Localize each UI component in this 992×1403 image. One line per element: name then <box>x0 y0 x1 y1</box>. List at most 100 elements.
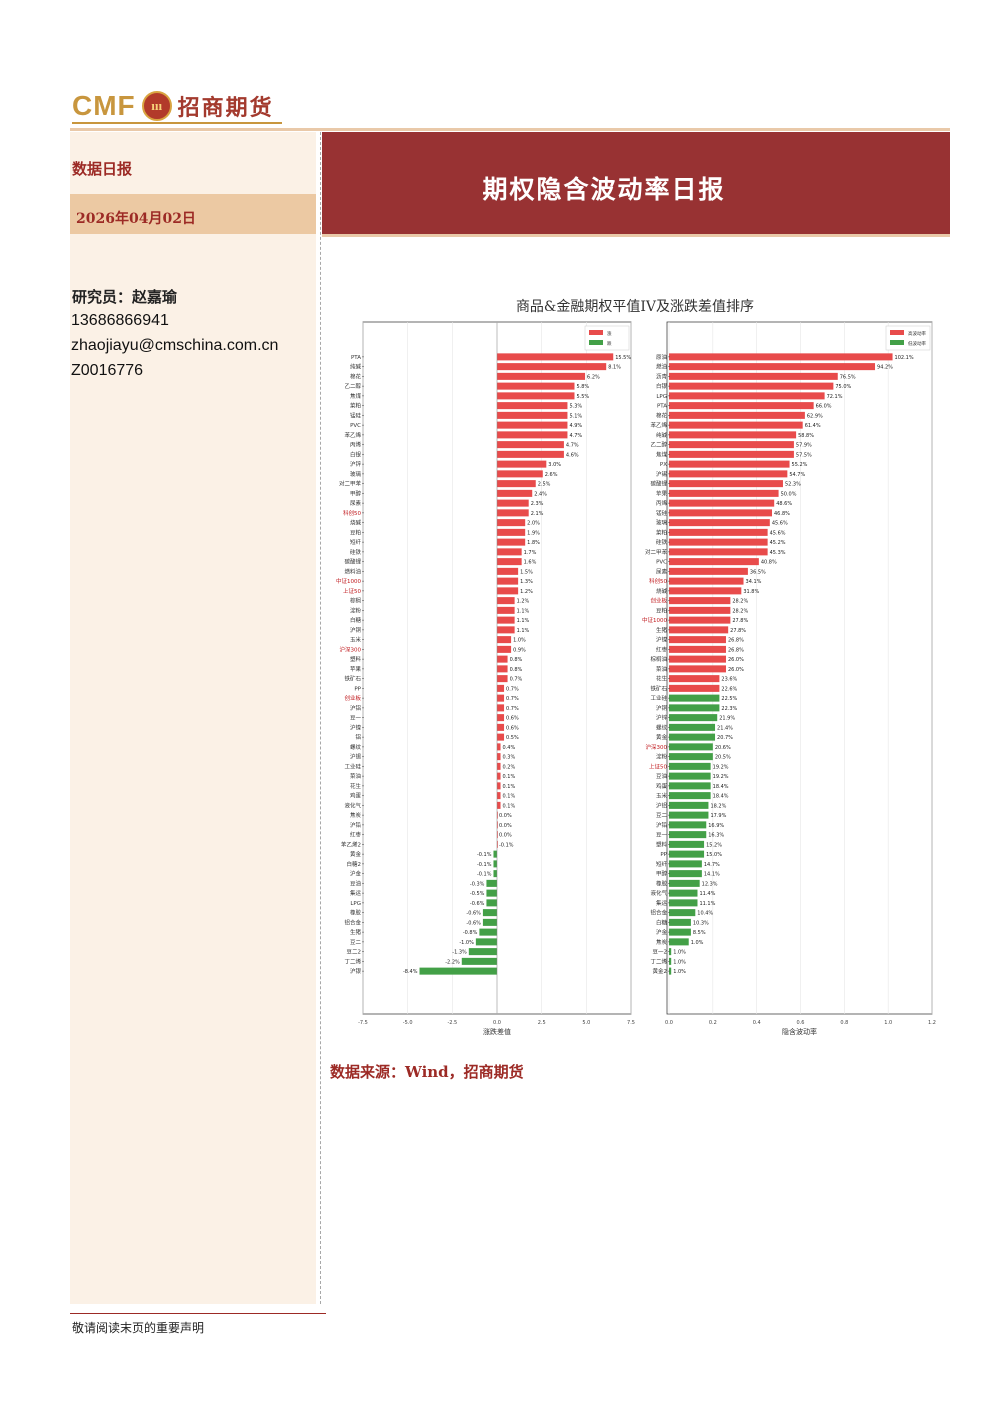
category-label-0-40: 螺纹 <box>350 743 362 751</box>
data-label-1-34: 22.6% <box>721 686 737 692</box>
data-label-1-46: 18.2% <box>710 803 726 809</box>
category-label-1-30: 红枣 <box>656 645 668 653</box>
bar-1-0 <box>669 353 893 361</box>
category-label-0-9: 丙烯 <box>350 441 362 449</box>
data-label-1-28: 27.8% <box>730 628 746 634</box>
bar-1-61 <box>669 948 672 956</box>
data-source: 数据来源：Wind，招商期货 <box>330 1063 524 1081</box>
data-label-1-14: 50.0% <box>781 491 797 497</box>
data-label-1-4: 72.1% <box>827 394 843 400</box>
category-label-1-50: 塑料 <box>656 840 668 848</box>
bar-1-47 <box>669 811 709 819</box>
category-label-0-1: 纯碱 <box>350 363 362 371</box>
category-label-0-8: 苯乙烯 <box>344 431 361 439</box>
bar-0-62 <box>461 957 497 965</box>
category-label-1-56: 集运 <box>656 899 668 907</box>
category-label-1-28: 生猪 <box>656 626 668 634</box>
category-label-0-12: 玻璃 <box>350 470 362 478</box>
x-tick-label-0-4: 2.5 <box>538 1020 546 1026</box>
x-tick-label-1-3: 0.6 <box>797 1020 805 1026</box>
bar-0-34 <box>497 684 505 692</box>
category-label-1-61: 豆一2 <box>653 949 668 956</box>
category-label-1-45: 玉米 <box>656 792 668 800</box>
data-label-0-26: 1.1% <box>517 608 530 614</box>
data-label-0-61: -1.3% <box>452 950 467 956</box>
bar-0-16 <box>497 509 529 517</box>
data-label-1-38: 21.4% <box>717 725 733 731</box>
category-label-0-41: 沪锡 <box>350 753 362 761</box>
bar-1-53 <box>669 870 702 878</box>
date-bar <box>70 194 316 234</box>
bar-1-35 <box>669 694 720 702</box>
category-label-0-15: 尿素 <box>350 499 362 507</box>
bar-0-31 <box>497 655 508 663</box>
category-label-1-58: 白糖 <box>656 918 668 926</box>
category-label-0-53: 沪金 <box>350 870 362 878</box>
bar-1-19 <box>669 538 768 546</box>
category-label-1-33: 花生 <box>656 675 668 683</box>
bar-0-3 <box>497 382 575 390</box>
x-axis-label-0: 涨跌差值 <box>483 1027 511 1036</box>
data-label-0-31: 0.8% <box>510 657 523 663</box>
bar-1-51 <box>669 850 705 858</box>
x-tick-label-1-6: 1.2 <box>928 1020 936 1026</box>
data-label-0-63: -8.4% <box>403 969 418 975</box>
category-label-1-55: 液化气 <box>650 889 667 897</box>
category-label-0-7: PVC <box>350 423 361 429</box>
category-label-0-60: 豆二 <box>350 939 362 946</box>
data-label-1-40: 20.6% <box>715 745 731 751</box>
category-label-1-10: 焦煤 <box>656 450 668 458</box>
data-label-0-49: 0.0% <box>499 833 512 839</box>
bar-0-10 <box>497 450 564 458</box>
report-title: 期权隐含波动率日报 <box>482 175 726 204</box>
data-label-1-51: 15.0% <box>706 852 722 858</box>
category-label-1-25: 创业板 <box>650 597 667 605</box>
bar-1-14 <box>669 489 779 497</box>
category-label-0-61: 豆二2 <box>347 949 362 956</box>
data-label-1-41: 20.5% <box>715 755 731 761</box>
bar-1-15 <box>669 499 775 507</box>
data-label-1-37: 21.9% <box>719 716 735 722</box>
category-label-1-3: 白银 <box>656 382 668 390</box>
bar-1-20 <box>669 548 768 556</box>
data-label-0-19: 1.8% <box>527 540 540 546</box>
category-label-1-29: 沪镍 <box>656 636 668 644</box>
data-label-1-13: 52.3% <box>785 482 801 488</box>
data-label-1-22: 36.5% <box>750 569 766 575</box>
bar-0-25 <box>497 597 515 605</box>
category-label-1-60: 焦炭 <box>656 938 668 946</box>
category-label-1-41: 淀粉 <box>656 753 668 761</box>
category-label-0-5: 菜粕 <box>350 402 361 410</box>
data-label-1-0: 102.1% <box>895 355 914 361</box>
bar-0-40 <box>497 743 501 751</box>
x-tick-label-1-1: 0.2 <box>709 1020 717 1026</box>
logo-cmf-text: CMF <box>72 90 136 121</box>
data-label-0-27: 1.1% <box>517 618 530 624</box>
bar-0-54 <box>486 879 497 887</box>
category-label-0-22: 燃料油 <box>344 567 361 575</box>
data-label-0-39: 0.5% <box>506 735 519 741</box>
header-rule <box>70 128 950 131</box>
footer-rule <box>70 1313 326 1314</box>
data-label-1-31: 26.0% <box>728 657 744 663</box>
bar-1-44 <box>669 782 711 790</box>
bar-1-27 <box>669 616 731 624</box>
bar-1-7 <box>669 421 803 429</box>
bar-1-31 <box>669 655 726 663</box>
data-label-1-20: 45.3% <box>770 550 786 556</box>
category-label-1-6: 棉花 <box>656 411 668 419</box>
category-label-1-57: 铝合金 <box>650 909 667 917</box>
bar-0-53 <box>493 870 497 878</box>
bar-1-46 <box>669 801 709 809</box>
category-label-1-8: 纯碱 <box>656 431 668 439</box>
category-label-1-37: 沪锌 <box>656 714 668 722</box>
bar-0-59 <box>479 928 497 936</box>
bar-0-27 <box>497 616 515 624</box>
category-label-1-19: 硅铁 <box>656 538 668 546</box>
bar-0-36 <box>497 704 505 712</box>
data-label-1-1: 94.2% <box>877 365 893 371</box>
data-label-0-16: 2.1% <box>531 511 544 517</box>
data-label-1-29: 26.8% <box>728 638 744 644</box>
data-label-1-11: 55.2% <box>792 462 808 468</box>
data-label-0-51: -0.1% <box>477 852 492 858</box>
